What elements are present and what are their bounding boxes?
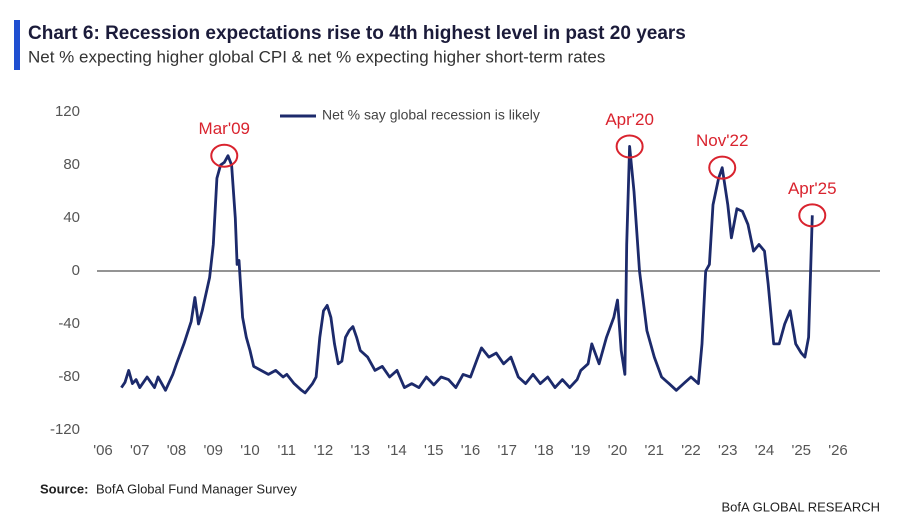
x-tick-label: '23: [718, 442, 738, 459]
y-tick-label: 0: [72, 262, 80, 279]
x-tick-label: '11: [278, 442, 296, 459]
y-tick-label: -120: [50, 421, 80, 438]
annotation-circle: [210, 143, 239, 168]
x-tick-label: '14: [387, 442, 407, 459]
annotation-label: Nov'22: [696, 131, 748, 150]
annotation-label: Apr'25: [788, 179, 837, 198]
source-label: Source:: [40, 481, 88, 496]
series-line: [120, 145, 814, 395]
x-tick-label: '22: [681, 442, 701, 459]
x-tick-label: '08: [167, 442, 187, 459]
x-tick-label: '19: [571, 442, 591, 459]
title-bar: [14, 20, 20, 70]
x-tick-label: '20: [608, 442, 628, 459]
x-tick-label: '10: [240, 442, 260, 459]
chart-title: Chart 6: Recession expectations rise to …: [28, 23, 686, 44]
x-tick-label: '25: [791, 442, 811, 459]
y-tick-label: -40: [58, 315, 80, 332]
x-tick-label: '24: [755, 442, 775, 459]
x-tick-label: '26: [828, 442, 848, 459]
legend-label: Net % say global recession is likely: [322, 107, 540, 123]
y-tick-label: 80: [63, 156, 80, 173]
x-tick-label: '09: [203, 442, 223, 459]
chart-subtitle: Net % expecting higher global CPI & net …: [28, 47, 605, 66]
x-tick-label: '12: [314, 442, 334, 459]
annotation-circle: [798, 203, 827, 228]
annotation-label: Apr'20: [605, 110, 654, 129]
x-tick-label: '06: [93, 442, 113, 459]
x-tick-label: '13: [350, 442, 370, 459]
x-tick-label: '18: [534, 442, 554, 459]
annotation-label: Mar'09: [199, 119, 250, 138]
source: BofA Global Fund Manager Survey: [96, 481, 297, 496]
x-tick-label: '16: [461, 442, 481, 459]
x-tick-label: '15: [424, 442, 444, 459]
annotation-circle: [615, 134, 644, 159]
annotation-circle: [708, 155, 737, 180]
x-tick-label: '07: [130, 442, 150, 459]
y-tick-label: -80: [58, 368, 80, 385]
x-tick-label: '17: [497, 442, 517, 459]
y-tick-label: 40: [63, 209, 80, 226]
x-tick-label: '21: [644, 442, 664, 459]
footer: BofA GLOBAL RESEARCH: [722, 499, 880, 514]
y-tick-label: 120: [55, 103, 80, 120]
